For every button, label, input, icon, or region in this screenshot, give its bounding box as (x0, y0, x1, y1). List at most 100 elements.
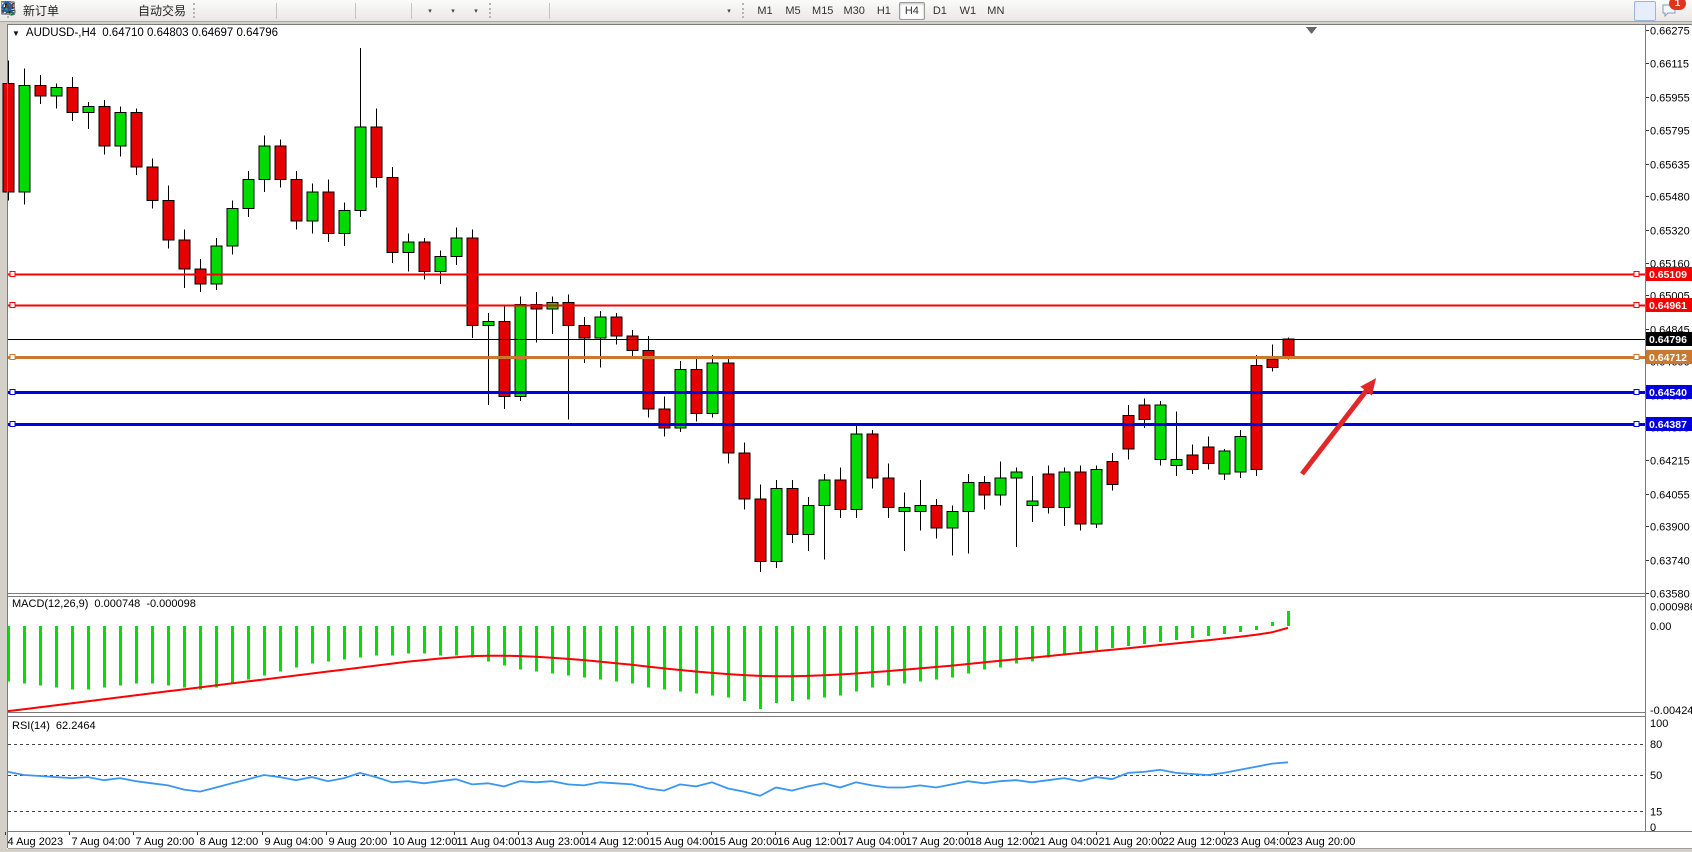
macd-bar (471, 626, 474, 658)
periods-clock-button[interactable]: ▾ (2, 1, 462, 21)
timeframe-button-MN[interactable]: MN (983, 2, 1009, 20)
line-handle[interactable] (1633, 389, 1640, 395)
macd-indicator-label: MACD(12,26,9) 0.000748 -0.000098 (12, 598, 196, 610)
new-chart-button[interactable]: ▾ (1, 1, 439, 21)
symbol-dropdown-icon[interactable]: ▼ (12, 28, 20, 38)
indicators-button[interactable]: ▾ (1, 1, 485, 21)
zoom-out-button[interactable] (2, 1, 327, 21)
toolbar-grip[interactable] (193, 3, 199, 18)
macd-bar (327, 626, 330, 662)
line-handle[interactable] (9, 302, 16, 308)
timeframe-group: M1 M5 M15 M30 H1 H4 D1 W1 MN (752, 1, 1009, 20)
zoom-in-button[interactable] (2, 1, 304, 21)
candle (754, 498, 767, 563)
horizontal-line-button[interactable] (2, 1, 600, 21)
timeframe-button-H4[interactable]: H4 (898, 1, 925, 20)
toolbar-grip[interactable] (742, 3, 748, 18)
candle (18, 84, 31, 193)
macd-bar (167, 626, 170, 686)
line-handle[interactable] (9, 354, 16, 360)
profile-button[interactable] (1, 1, 108, 21)
gold-arrow-button[interactable] (1, 1, 85, 21)
macd-bar (743, 626, 746, 702)
trendline-button[interactable] (1, 1, 623, 21)
timeframe-button-H1[interactable]: H1 (871, 2, 897, 20)
timeframe-button-M30[interactable]: M30 (839, 2, 868, 20)
candle (34, 84, 47, 97)
line-handle[interactable] (1633, 354, 1640, 360)
macd-bar (71, 626, 74, 690)
timeframe-button-M5[interactable]: M5 (780, 2, 806, 20)
time-tick-label: 9 Aug 04:00 (265, 836, 324, 848)
macd-bar (791, 626, 794, 702)
rsi-name: RSI(14) (12, 720, 50, 732)
macd-bar (631, 626, 634, 684)
line-handle[interactable] (9, 389, 16, 395)
chart-canvas[interactable]: 0.66275 0.66115 0.65955 0.65795 0.65635 0.654… (0, 23, 1692, 852)
price-label-text: 0.64961 (1649, 300, 1687, 312)
candlestick-chart-button[interactable] (2, 1, 248, 21)
toolbar-grip[interactable] (489, 3, 495, 18)
candle (1170, 458, 1183, 467)
search-button[interactable] (1, 0, 1656, 21)
signal-button[interactable] (2, 1, 131, 21)
tile-windows-button[interactable] (1, 1, 350, 21)
notifications-button[interactable]: 1 (1660, 0, 1686, 21)
arrow-annotation-head[interactable] (1360, 378, 1377, 396)
vertical-line-button[interactable] (7, 1, 577, 21)
line-handle[interactable] (1633, 421, 1640, 427)
macd-bar (839, 626, 842, 696)
line-handle[interactable] (9, 421, 16, 427)
main-toolbar: 新订单 自动交易 ▾ ▾ ▾ E F A T (0, 0, 1692, 22)
candle (146, 166, 159, 201)
svg-text:A: A (4, 1, 13, 15)
macd-signal-value: -0.000098 (146, 598, 196, 610)
macd-bar (359, 626, 362, 658)
candle (434, 256, 447, 272)
chart-shift-button[interactable] (2, 1, 406, 21)
price-tick-label: 0.63580 (1650, 589, 1690, 601)
auto-scroll-button[interactable] (3, 1, 383, 21)
price-label-text: 0.65109 (1649, 269, 1687, 281)
bar-chart-button[interactable] (1, 1, 225, 21)
candle (674, 368, 687, 429)
timeframe-button-M1[interactable]: M1 (752, 2, 778, 20)
arrow-annotation[interactable] (1300, 384, 1372, 476)
candle (482, 320, 495, 327)
text-button[interactable]: A (4, 1, 692, 21)
line-handle[interactable] (1633, 302, 1640, 308)
timeframe-button-M15[interactable]: M15 (808, 2, 837, 20)
candle (1090, 469, 1103, 525)
candle (306, 191, 319, 222)
crosshair-button[interactable] (1, 1, 544, 21)
price-tick-label: 0.65635 (1650, 160, 1690, 172)
macd-bar (503, 626, 506, 666)
price-label-box (1646, 298, 1692, 312)
candle (866, 433, 879, 479)
text-label-button[interactable]: T (1, 1, 715, 21)
candle (786, 488, 799, 536)
equidistant-channel-button[interactable]: E (1, 1, 646, 21)
chart-background (7, 24, 1692, 849)
fibonacci-button[interactable]: F (1, 1, 669, 21)
arrow-tools-button[interactable]: ▾ (2, 1, 738, 21)
cursor-button[interactable] (5, 1, 521, 21)
timeframe-button-W1[interactable]: W1 (955, 2, 981, 20)
candle (722, 362, 735, 454)
line-handle[interactable] (1633, 271, 1640, 277)
time-tick-label: 23 Aug 20:00 (1291, 836, 1356, 848)
time-tick-label: 7 Aug 04:00 (72, 836, 131, 848)
candle (594, 316, 607, 339)
macd-bar (151, 626, 154, 684)
macd-bar (407, 626, 410, 654)
new-order-button[interactable]: 新订单 (1, 1, 62, 21)
auto-trading-button[interactable]: 自动交易 (1, 1, 189, 21)
macd-bar (231, 626, 234, 684)
line-chart-button[interactable] (1, 1, 271, 21)
macd-bar (871, 626, 874, 688)
timeframe-button-D1[interactable]: D1 (927, 2, 953, 20)
line-handle[interactable] (9, 271, 16, 277)
macd-bar (7, 626, 10, 682)
chevron-down-icon: ▾ (428, 7, 432, 15)
candle (1138, 404, 1151, 421)
